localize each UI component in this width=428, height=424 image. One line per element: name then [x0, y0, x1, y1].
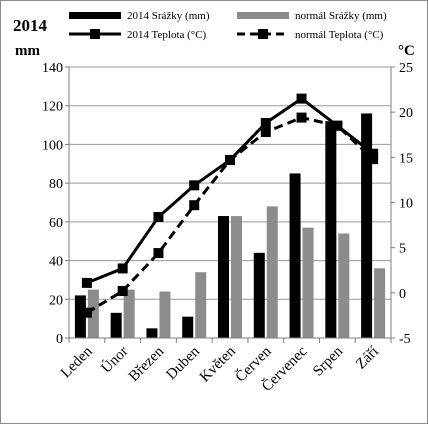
bar-2014-srazky: [325, 121, 337, 338]
legend-label: normál Teplota (°C): [295, 29, 384, 41]
marker-2014-teplota: [296, 93, 307, 104]
y-left-tick-label: 60: [49, 216, 63, 231]
legend-swatch-marker: [258, 29, 268, 39]
bar-2014-srazky: [110, 312, 122, 338]
y-left-tick-label: 0: [56, 332, 63, 347]
marker-2014-teplota: [153, 211, 164, 222]
bars: [74, 113, 386, 338]
bar-2014-srazky: [253, 252, 265, 338]
y-left-tick-label: 140: [42, 61, 63, 76]
marker-2014-teplota: [368, 148, 379, 159]
legend-label: 2014 Teplota (°C): [127, 29, 207, 41]
y-left-tick-label: 40: [49, 255, 63, 270]
x-tick-label: Duben: [163, 343, 203, 383]
x-tick-label: Květen: [197, 343, 239, 385]
marker-2014-teplota: [117, 263, 128, 274]
gridlines: [69, 66, 391, 300]
marker-normal-teplota: [260, 127, 271, 138]
marker-normal-teplota: [189, 200, 200, 211]
marker-normal-teplota: [332, 120, 343, 131]
bar-normal-srazky: [195, 272, 207, 338]
bar-2014-srazky: [74, 295, 86, 338]
legend-swatch-bar: [237, 12, 289, 19]
y-right-tick-label: 0: [399, 287, 406, 302]
chart-title: 2014: [13, 16, 48, 35]
y-left-unit-label: mm: [15, 43, 40, 59]
bar-2014-srazky: [289, 173, 301, 338]
lines: [81, 93, 379, 318]
bar-normal-srazky: [231, 216, 242, 338]
legend-swatch-bar: [69, 12, 121, 19]
bar-normal-srazky: [87, 289, 99, 338]
bar-normal-srazky: [302, 227, 314, 338]
marker-normal-teplota: [81, 307, 92, 318]
marker-2014-teplota: [189, 180, 200, 191]
marker-normal-teplota: [225, 155, 235, 166]
bar-normal-srazky: [374, 268, 386, 338]
y-right-tick-label: 10: [399, 197, 413, 212]
legend-label: normál Srážky (mm): [295, 10, 387, 22]
x-tick-label: Leden: [58, 343, 96, 381]
y-left-tick-label: 20: [49, 293, 63, 308]
y-left-tick-label: 120: [42, 100, 63, 115]
marker-normal-teplota: [117, 286, 128, 297]
x-tick-label: Březen: [126, 343, 168, 385]
bar-2014-srazky: [361, 113, 373, 338]
bar-normal-srazky: [159, 291, 171, 338]
y-right-tick-label: 20: [399, 106, 413, 121]
bar-normal-srazky: [123, 289, 135, 338]
marker-2014-teplota: [260, 118, 271, 129]
x-tick-label: Srpen: [310, 343, 346, 379]
marker-normal-teplota: [368, 154, 379, 165]
bar-2014-srazky: [218, 216, 229, 338]
bar-2014-srazky: [146, 328, 158, 338]
marker-normal-teplota: [296, 112, 307, 123]
y-left-tick-label: 80: [49, 177, 63, 192]
marker-2014-teplota: [81, 277, 92, 288]
x-tick-label: Únor: [98, 343, 132, 377]
y-right-tick-label: -5: [399, 332, 411, 347]
bar-normal-srazky: [338, 233, 350, 338]
y-right-unit-label: °C: [398, 43, 415, 59]
bar-normal-srazky: [266, 206, 278, 338]
y-right-tick-label: 5: [399, 242, 406, 257]
y-right-tick-label: 25: [399, 61, 413, 76]
legend: 2014 Srážky (mm) normál Srážky (mm) 2014 T…: [69, 10, 387, 41]
marker-normal-teplota: [153, 248, 164, 259]
axes: [65, 66, 395, 343]
x-tick-label: Září: [353, 344, 382, 373]
legend-swatch-marker: [90, 29, 100, 39]
legend-label: 2014 Srážky (mm): [127, 10, 210, 22]
y-left-tick-label: 100: [42, 138, 63, 153]
y-right-tick-label: 15: [399, 151, 413, 166]
bar-2014-srazky: [182, 316, 194, 338]
